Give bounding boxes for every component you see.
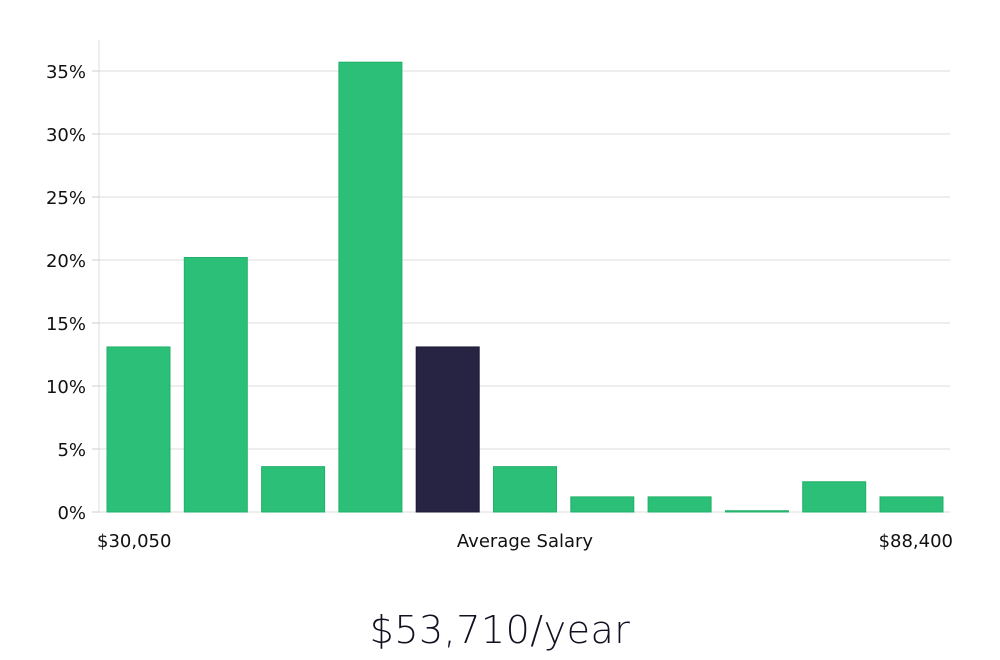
y-tick-label: 0% [57, 503, 86, 524]
salary-histogram: 0% 5% 10% 15% 20% 25% 30% 35% $30,050 Average S… [46, 40, 953, 552]
bar [724, 510, 789, 513]
y-axis-ticks: 0% 5% 10% 15% 20% 25% 30% 35% [46, 62, 100, 524]
bars [106, 61, 944, 513]
y-tick-label: 10% [46, 377, 86, 398]
x-max-label: $88,400 [879, 531, 953, 552]
average-salary-value: $53,710/year [369, 608, 631, 652]
bar [647, 496, 712, 513]
bar [106, 346, 171, 513]
bar [183, 256, 248, 513]
bar [879, 496, 944, 513]
bar [570, 496, 635, 513]
x-min-label: $30,050 [97, 531, 171, 552]
bar-highlighted [415, 346, 480, 513]
bar [493, 466, 557, 513]
y-tick-label: 30% [46, 125, 86, 146]
y-tick-label: 5% [57, 440, 86, 461]
y-tick-label: 15% [46, 314, 86, 335]
bar [338, 61, 403, 513]
x-axis-title: Average Salary [457, 531, 594, 552]
y-tick-label: 25% [46, 188, 86, 209]
y-tick-label: 20% [46, 251, 86, 272]
bar [802, 481, 867, 513]
bar [261, 466, 326, 513]
y-tick-label: 35% [46, 62, 86, 83]
